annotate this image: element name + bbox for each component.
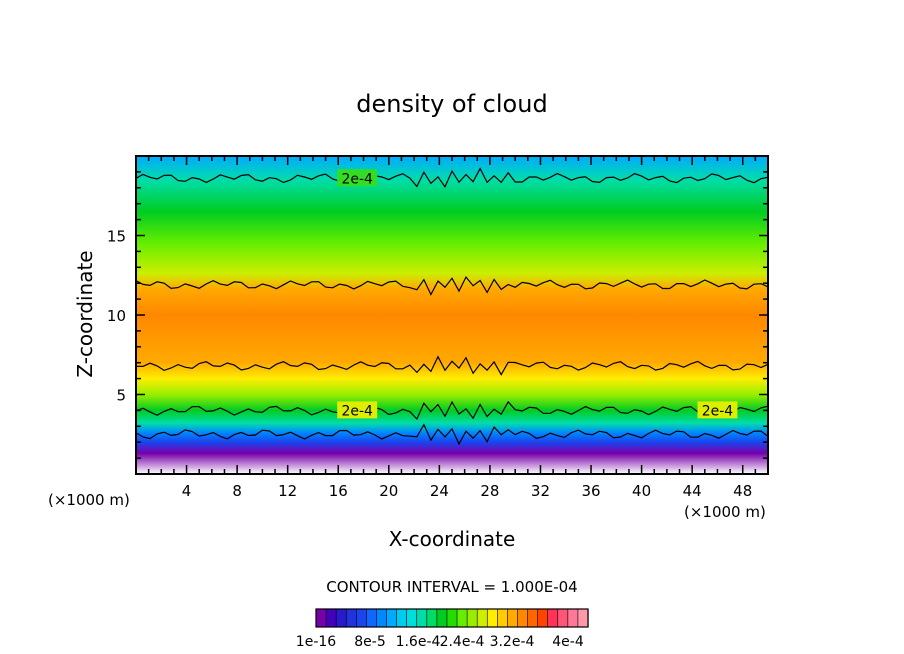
x-tick-label: 40 (632, 482, 651, 500)
x-tick-label: 12 (278, 482, 297, 500)
y-unit-label: (×1000 m) (48, 491, 130, 509)
colorbar-swatch (547, 608, 559, 628)
x-unit-label: (×1000 m) (684, 503, 766, 521)
colorbar-swatch (486, 608, 498, 628)
colorbar-tick-label: 4e-4 (552, 634, 584, 650)
contour-interval-text: CONTOUR INTERVAL = 1.000E-04 (326, 578, 577, 596)
colorbar-swatch (396, 608, 408, 628)
colorbar-tick-label: 8e-5 (354, 634, 385, 650)
colorbar-swatch (416, 608, 428, 628)
colorbar-swatch (325, 608, 337, 628)
colorbar-tick-label: 3.2e-4 (490, 634, 535, 650)
colorbar-labels: 1e-16 8e-5 1.6e-4 2.4e-4 3.2e-4 4e-4 (296, 634, 584, 650)
x-axis-label: X-coordinate (389, 527, 516, 551)
x-tick-label: 36 (581, 482, 600, 500)
contour-line (135, 400, 769, 421)
contour-label-bg (697, 401, 738, 419)
colorbar-swatch (355, 608, 367, 628)
y-tick-label: 15 (107, 228, 126, 246)
cloud-density-field (136, 156, 768, 474)
colorbar-swatch (315, 608, 327, 628)
contour-label-bg (337, 169, 378, 187)
colorbar-swatch (436, 608, 448, 628)
colorbar-swatch (456, 608, 468, 628)
colorbar (315, 608, 589, 628)
x-tick-label: 20 (379, 482, 398, 500)
contour-line (135, 355, 769, 376)
y-axis-ticks: 5 10 15 (107, 171, 768, 459)
colorbar-tick-label: 2.4e-4 (440, 634, 485, 650)
x-tick-label: 28 (480, 482, 499, 500)
colorbar-swatch (406, 608, 418, 628)
colorbar-swatch (557, 608, 569, 628)
contour-line (135, 167, 769, 189)
colorbar-swatch (527, 608, 539, 628)
y-axis-label: Z-coordinate (73, 250, 97, 377)
colorbar-swatch (446, 608, 458, 628)
x-tick-label: 4 (182, 482, 192, 500)
colorbar-swatch (466, 608, 478, 628)
colorbar-swatch (577, 608, 589, 628)
x-tick-label: 8 (232, 482, 242, 500)
colorbar-swatch (376, 608, 388, 628)
contour-line (135, 423, 769, 446)
plot-area: 2e-4 2e-4 2e-4 (135, 155, 769, 475)
colorbar-swatch (426, 608, 438, 628)
x-axis-ticks: 4 8 12 16 20 24 28 32 36 40 44 48 (147, 156, 757, 500)
colorbar-swatch (497, 608, 509, 628)
contour-label-bg (337, 401, 378, 419)
colorbar-swatch (345, 608, 357, 628)
colorbar-swatch (366, 608, 378, 628)
y-tick-label: 5 (116, 387, 126, 405)
x-tick-label: 24 (430, 482, 449, 500)
x-tick-label: 16 (329, 482, 348, 500)
contour-label: 2e-4 (702, 403, 734, 419)
contour-lines: 2e-4 2e-4 2e-4 (135, 167, 769, 446)
colorbar-tick-label: 1e-16 (296, 634, 336, 650)
colorbar-swatch (537, 608, 549, 628)
colorbar-swatch (386, 608, 398, 628)
colorbar-frame (315, 608, 589, 628)
colorbar-swatch (567, 608, 579, 628)
contour-line (135, 276, 769, 296)
colorbar-swatch (335, 608, 347, 628)
contour-label: 2e-4 (341, 171, 373, 187)
x-tick-label: 48 (733, 482, 752, 500)
colorbar-swatch (517, 608, 529, 628)
contour-label: 2e-4 (341, 403, 373, 419)
chart-title: density of cloud (356, 90, 547, 118)
x-tick-label: 44 (683, 482, 702, 500)
x-tick-label: 32 (531, 482, 550, 500)
y-tick-label: 10 (107, 307, 126, 325)
colorbar-swatch (507, 608, 519, 628)
colorbar-tick-label: 1.6e-4 (396, 634, 441, 650)
colorbar-swatch (476, 608, 488, 628)
